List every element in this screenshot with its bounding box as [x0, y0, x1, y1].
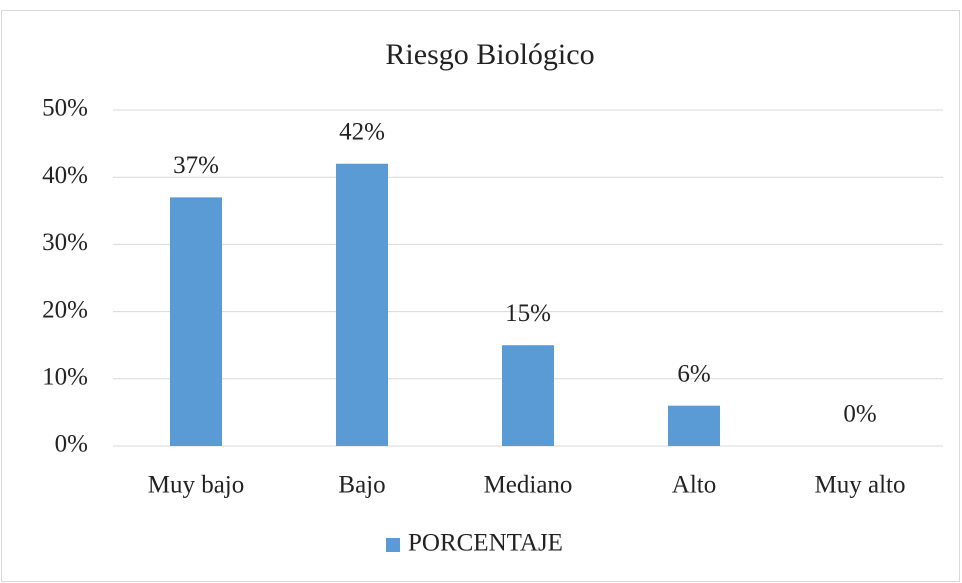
x-tick-label: Bajo	[338, 472, 385, 499]
y-tick-label: 40%	[42, 162, 88, 189]
chart-frame	[1, 10, 960, 582]
data-label: 15%	[505, 300, 551, 327]
x-tick-label: Mediano	[484, 472, 573, 499]
legend-label: PORCENTAJE	[408, 530, 563, 557]
data-label: 42%	[339, 118, 385, 145]
x-tick-label: Alto	[672, 472, 716, 499]
data-label: 6%	[677, 360, 710, 387]
chart-title: Riesgo Biológico	[385, 38, 594, 71]
bar	[336, 163, 388, 446]
y-tick-label: 0%	[55, 431, 88, 458]
x-tick-label: Muy alto	[815, 472, 906, 499]
y-tick-label: 20%	[42, 296, 88, 323]
legend-swatch	[386, 538, 400, 552]
y-tick-label: 10%	[42, 364, 88, 391]
bar	[170, 197, 222, 446]
y-tick-label: 30%	[42, 229, 88, 256]
y-tick-label: 50%	[42, 95, 88, 122]
bar	[502, 345, 554, 446]
data-label: 37%	[173, 152, 219, 179]
bar	[668, 405, 720, 446]
data-label: 0%	[843, 401, 876, 428]
x-tick-label: Muy bajo	[148, 472, 245, 499]
